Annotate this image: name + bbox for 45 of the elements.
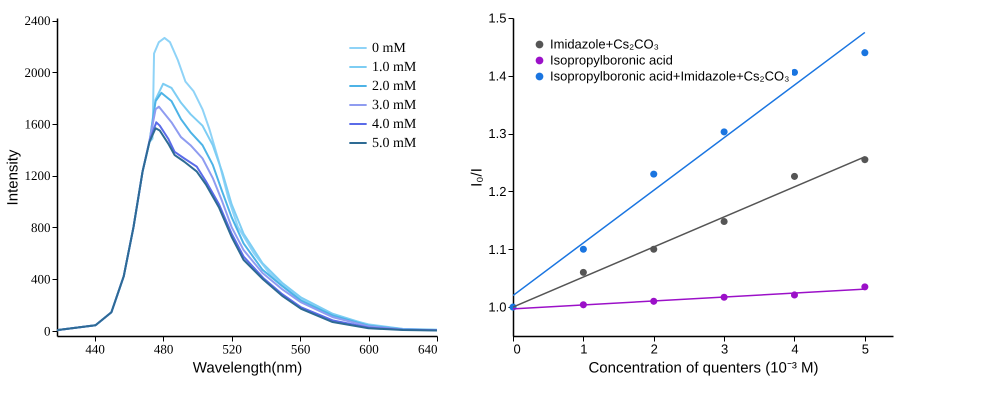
- point: [650, 170, 658, 178]
- y-tick-label: 1.3: [488, 126, 506, 142]
- x-tick-label: 520: [222, 342, 242, 356]
- y-tick-label: 1.0: [488, 300, 506, 315]
- y-tick-label: 2000: [24, 64, 50, 80]
- x-tick-label: 480: [154, 342, 174, 356]
- point: [861, 49, 868, 56]
- x-tick-label: 560: [290, 342, 310, 356]
- point: [580, 268, 587, 276]
- x-tick-label: 5: [862, 342, 869, 356]
- point: [720, 218, 728, 226]
- x-axis-title: Wavelength(nm): [192, 360, 302, 376]
- y-tick-label: 800: [31, 220, 50, 235]
- point: [720, 128, 728, 136]
- point: [790, 172, 798, 180]
- x-tick-label: 0: [514, 342, 521, 356]
- y-tick-label: 1.2: [488, 184, 506, 199]
- legend-label: 1.0 mM: [372, 60, 417, 75]
- y-tick-label: 1.5: [488, 10, 506, 26]
- x-tick-label: 1: [580, 342, 588, 356]
- y-tick-label: 1600: [24, 116, 50, 132]
- legend-label: 3.0 mM: [372, 98, 417, 113]
- legend-label: Isopropylboronic acid: [550, 52, 673, 68]
- y-tick-label: 1200: [24, 168, 50, 184]
- point: [580, 246, 587, 253]
- legend-label: Isopropylboronic acid+Imidazole+Cs₂CO₃: [550, 68, 790, 84]
- legend-label: 2.0 mM: [372, 79, 417, 94]
- y-tick-label: 0: [44, 323, 50, 338]
- y-axis-title: I₀/I: [468, 168, 486, 187]
- legend-label: 4.0 mM: [372, 117, 417, 132]
- x-tick-label: 440: [85, 342, 105, 356]
- x-tick-label: 640: [418, 342, 438, 356]
- x-tick-label: 600: [359, 342, 379, 356]
- x-tick-label: 2: [650, 342, 658, 356]
- y-tick-label: 400: [31, 272, 50, 287]
- legend-label: 5.0 mM: [372, 136, 417, 151]
- x-tick-label: 3: [720, 342, 728, 356]
- x-tick-label: 4: [791, 342, 799, 356]
- x-axis-title: Concentration of quenters (10⁻³ M): [588, 360, 819, 376]
- y-tick-label: 1.1: [488, 242, 506, 257]
- legend-label: 0 mM: [372, 41, 406, 56]
- legend-label: Imidazole+Cs₂CO₃: [550, 36, 659, 52]
- y-axis-title: Intensity: [4, 149, 22, 206]
- y-tick-label: 1.4: [488, 68, 506, 84]
- y-tick-label: 2400: [24, 13, 50, 28]
